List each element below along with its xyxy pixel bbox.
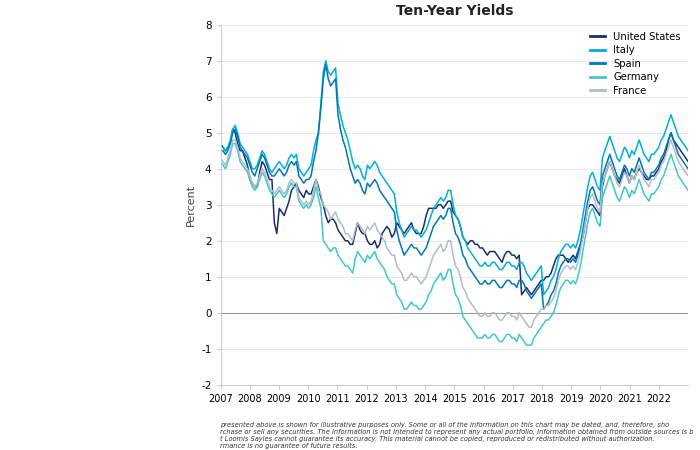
France <box>512 317 521 323</box>
Spain <box>216 148 225 153</box>
Text: AL RATE CUTTING
S UNDERWAY, BUT
BEEN SHALLOW
TILL-DECENT
MIC CONDITIONS: AL RATE CUTTING S UNDERWAY, BUT BEEN SHA… <box>15 16 117 80</box>
Italy <box>412 227 421 233</box>
Title: Ten-Year Yields: Ten-Year Yields <box>395 4 513 18</box>
Line: Spain: Spain <box>220 64 688 309</box>
Y-axis label: Percent: Percent <box>186 184 195 226</box>
Germany <box>228 141 237 146</box>
Italy <box>272 162 281 168</box>
Germany <box>454 296 462 301</box>
Spain <box>407 242 416 247</box>
Text: EEG, National Sources,
December 2024.: EEG, National Sources, December 2024. <box>15 333 106 353</box>
Italy <box>684 148 692 153</box>
Germany <box>512 339 521 344</box>
Spain <box>321 62 330 67</box>
Line: Italy: Italy <box>220 61 688 295</box>
France <box>525 324 533 330</box>
France <box>228 137 237 143</box>
United States <box>228 126 237 132</box>
Spain <box>540 306 548 312</box>
Italy <box>454 216 462 222</box>
Germany <box>275 188 284 193</box>
France <box>486 314 494 319</box>
Line: Germany: Germany <box>220 144 688 345</box>
Spain <box>454 234 462 240</box>
United States <box>216 141 225 146</box>
France <box>412 274 421 279</box>
Spain <box>684 166 692 171</box>
Italy <box>486 263 494 269</box>
United States <box>486 249 494 254</box>
United States <box>275 206 284 211</box>
Spain <box>486 281 494 287</box>
Germany <box>522 342 531 348</box>
France <box>684 173 692 179</box>
France <box>407 270 416 276</box>
Italy <box>321 58 330 63</box>
Germany <box>216 159 225 164</box>
United States <box>517 292 526 297</box>
Italy <box>540 292 548 297</box>
Germany <box>684 188 692 193</box>
Spain <box>512 285 521 290</box>
France <box>454 267 462 272</box>
Italy <box>407 224 416 229</box>
United States <box>454 216 462 222</box>
United States <box>407 220 416 225</box>
Line: United States: United States <box>220 129 688 295</box>
United States <box>412 231 421 236</box>
Text: banks, excluding
ill likely reduce
nce recent data
s inflation is
under control.: banks, excluding ill likely reduce nce r… <box>15 168 88 225</box>
United States <box>512 256 521 261</box>
Spain <box>412 245 421 251</box>
Text: presented above is shown for illustrative purposes only. Some or all of the info: presented above is shown for illustrativ… <box>220 422 694 449</box>
Germany <box>407 299 416 305</box>
Germany <box>412 303 421 308</box>
Legend: United States, Italy, Spain, Germany, France: United States, Italy, Spain, Germany, Fr… <box>587 28 685 100</box>
Spain <box>272 170 281 175</box>
France <box>275 184 284 189</box>
France <box>216 155 225 161</box>
Line: France: France <box>220 140 688 327</box>
United States <box>684 159 692 164</box>
Germany <box>486 335 494 341</box>
Italy <box>512 267 521 272</box>
Italy <box>216 144 225 150</box>
